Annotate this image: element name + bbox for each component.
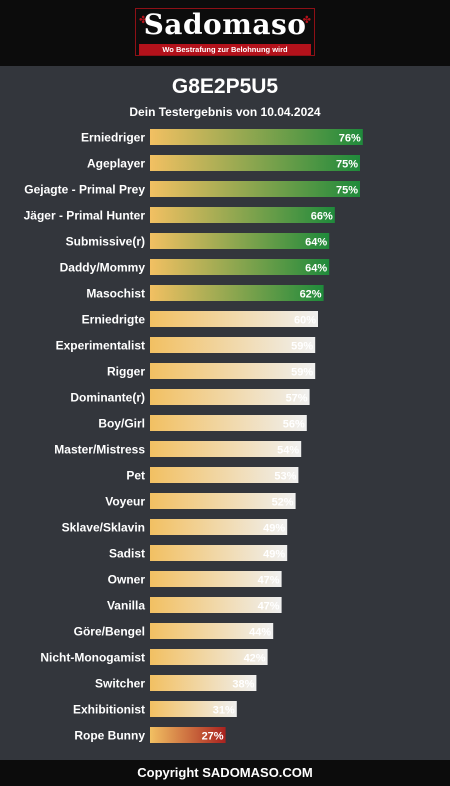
category-label: Pet: [126, 469, 145, 483]
category-label: Voyeur: [105, 495, 145, 509]
category-label: Submissive(r): [66, 235, 145, 249]
ornament-icon: ✤: [302, 15, 311, 26]
result-subtitle: Dein Testergebnis von 10.04.2024: [129, 105, 321, 119]
category-label: Switcher: [95, 677, 145, 691]
value-label: 42%: [244, 653, 266, 665]
value-label: 66%: [311, 211, 333, 223]
result-bar: [150, 649, 268, 665]
value-label: 49%: [263, 523, 285, 535]
result-bar: [150, 623, 274, 639]
result-bar: [150, 363, 316, 379]
result-bar: [150, 441, 302, 457]
header-bar: ✤ ✤ Sadomaso Wo Bestrafung zur Belohnung…: [0, 0, 450, 66]
value-label: 64%: [305, 237, 327, 249]
value-label: 47%: [258, 575, 280, 587]
result-bar: [150, 181, 360, 197]
value-label: 52%: [272, 497, 294, 509]
category-label: Daddy/Mommy: [60, 261, 146, 275]
category-label: Ageplayer: [87, 157, 145, 171]
result-bar: [150, 259, 330, 275]
copyright-footer: Copyright SADOMASO.COM: [0, 760, 450, 786]
result-bar: [150, 415, 307, 431]
value-label: 44%: [249, 627, 271, 639]
result-bar: [150, 597, 282, 613]
category-label: Sadist: [109, 547, 145, 561]
result-bar: [150, 285, 324, 301]
value-label: 27%: [202, 731, 224, 743]
value-label: 75%: [336, 185, 358, 197]
category-label: Jäger - Primal Hunter: [24, 209, 146, 223]
result-bar: [150, 311, 318, 327]
result-bar: [150, 207, 335, 223]
category-label: Rope Bunny: [74, 729, 145, 743]
value-label: 76%: [339, 133, 361, 145]
logo-wordmark: Sadomaso: [143, 8, 307, 41]
value-label: 56%: [283, 419, 305, 431]
category-label: Erniedriger: [81, 131, 145, 145]
sadomaso-logo[interactable]: ✤ ✤ Sadomaso Wo Bestrafung zur Belohnung…: [133, 6, 317, 58]
category-label: Göre/Bengel: [74, 625, 145, 639]
category-label: Gejagte - Primal Prey: [24, 183, 145, 197]
result-bar: [150, 727, 226, 743]
value-label: 49%: [263, 549, 285, 561]
category-label: Boy/Girl: [98, 417, 145, 431]
logo-tagline: Wo Bestrafung zur Belohnung wird: [139, 44, 311, 55]
result-bar: [150, 337, 316, 353]
result-bar: [150, 493, 296, 509]
category-label: Owner: [108, 573, 146, 587]
value-label: 47%: [258, 601, 280, 613]
value-label: 31%: [213, 705, 235, 717]
value-label: 59%: [291, 367, 313, 379]
result-bar: [150, 675, 257, 691]
category-label: Rigger: [107, 365, 145, 379]
category-label: Experimentalist: [56, 339, 145, 353]
logo-frame: [135, 8, 315, 56]
value-label: 64%: [305, 263, 327, 275]
category-label: Sklave/Sklavin: [62, 521, 145, 535]
result-bar: [150, 389, 310, 405]
result-title: G8E2P5U5: [171, 75, 279, 98]
result-bar: [150, 519, 288, 535]
ornament-icon: ✤: [139, 15, 148, 26]
result-bar: [150, 129, 363, 145]
result-bar: [150, 571, 282, 587]
value-label: 59%: [291, 341, 313, 353]
value-label: 54%: [277, 445, 299, 457]
category-label: Exhibitionist: [73, 703, 145, 717]
value-label: 53%: [274, 471, 296, 483]
category-label: Dominante(r): [70, 391, 145, 405]
value-label: 38%: [232, 679, 254, 691]
value-label: 60%: [294, 315, 316, 327]
result-bar: [150, 545, 288, 561]
category-label: Nicht-Monogamist: [40, 651, 145, 665]
result-bar: [150, 155, 360, 171]
value-label: 75%: [336, 159, 358, 171]
value-label: 62%: [300, 289, 322, 301]
result-bar: [150, 467, 299, 483]
category-label: Masochist: [86, 287, 145, 301]
category-label: Erniedrigte: [82, 313, 146, 327]
result-bar: [150, 233, 330, 249]
result-bar-chart: Erniedriger 76% Ageplayer 75% Gejagte - Prim…: [24, 129, 363, 743]
category-label: Vanilla: [107, 599, 145, 613]
result-bar: [150, 701, 237, 717]
value-label: 57%: [286, 393, 308, 405]
category-label: Master/Mistress: [54, 443, 145, 457]
